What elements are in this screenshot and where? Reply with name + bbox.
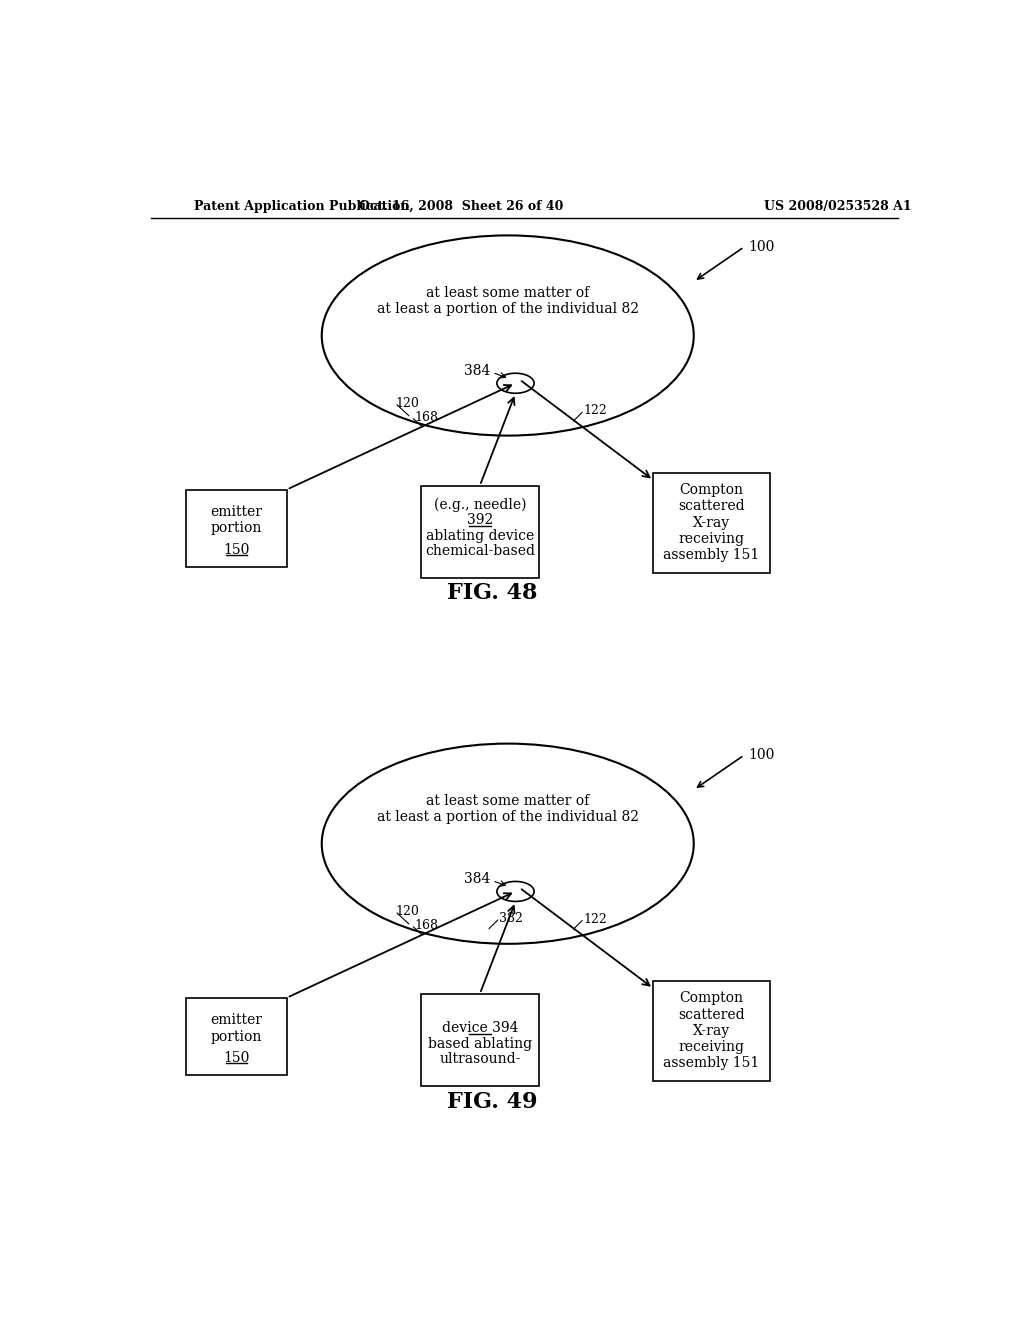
Text: ablating device: ablating device: [426, 529, 534, 543]
Text: 150: 150: [223, 543, 250, 557]
Text: FIG. 48: FIG. 48: [447, 582, 538, 605]
Text: Oct. 16, 2008  Sheet 26 of 40: Oct. 16, 2008 Sheet 26 of 40: [359, 199, 563, 213]
Text: 122: 122: [584, 912, 607, 925]
Text: based ablating: based ablating: [428, 1038, 531, 1051]
Text: FIG. 49: FIG. 49: [447, 1090, 538, 1113]
Text: Compton
scattered
X-ray
receiving
assembly 151: Compton scattered X-ray receiving assemb…: [664, 991, 760, 1071]
Text: at least a portion of the individual 82: at least a portion of the individual 82: [377, 301, 639, 315]
FancyBboxPatch shape: [186, 998, 287, 1074]
Text: 100: 100: [748, 240, 774, 253]
Text: 122: 122: [584, 404, 607, 417]
Text: at least a portion of the individual 82: at least a portion of the individual 82: [377, 809, 639, 824]
Text: at least some matter of: at least some matter of: [426, 286, 590, 300]
FancyBboxPatch shape: [421, 994, 539, 1086]
Text: emitter
portion: emitter portion: [211, 1014, 262, 1044]
Text: 150: 150: [223, 1051, 250, 1065]
Text: 168: 168: [414, 919, 438, 932]
Text: (e.g., needle): (e.g., needle): [433, 498, 526, 512]
Text: 120: 120: [395, 906, 420, 917]
Text: 384: 384: [464, 364, 490, 378]
FancyBboxPatch shape: [186, 490, 287, 566]
Text: Patent Application Publication: Patent Application Publication: [194, 199, 410, 213]
Text: Compton
scattered
X-ray
receiving
assembly 151: Compton scattered X-ray receiving assemb…: [664, 483, 760, 562]
Ellipse shape: [497, 882, 535, 902]
FancyBboxPatch shape: [653, 981, 770, 1081]
Text: 120: 120: [395, 397, 420, 409]
Text: US 2008/0253528 A1: US 2008/0253528 A1: [764, 199, 911, 213]
Text: 384: 384: [464, 873, 490, 886]
Text: chemical-based: chemical-based: [425, 544, 535, 558]
Text: ultrasound-: ultrasound-: [439, 1052, 520, 1067]
Text: at least some matter of: at least some matter of: [426, 795, 590, 808]
FancyBboxPatch shape: [421, 486, 539, 578]
Text: 100: 100: [748, 748, 774, 762]
Text: 382: 382: [500, 912, 523, 925]
FancyBboxPatch shape: [653, 473, 770, 573]
Text: emitter
portion: emitter portion: [211, 506, 262, 536]
Ellipse shape: [497, 374, 535, 393]
Text: 392: 392: [467, 513, 493, 527]
Text: 168: 168: [414, 411, 438, 424]
Text: device 394: device 394: [441, 1022, 518, 1035]
